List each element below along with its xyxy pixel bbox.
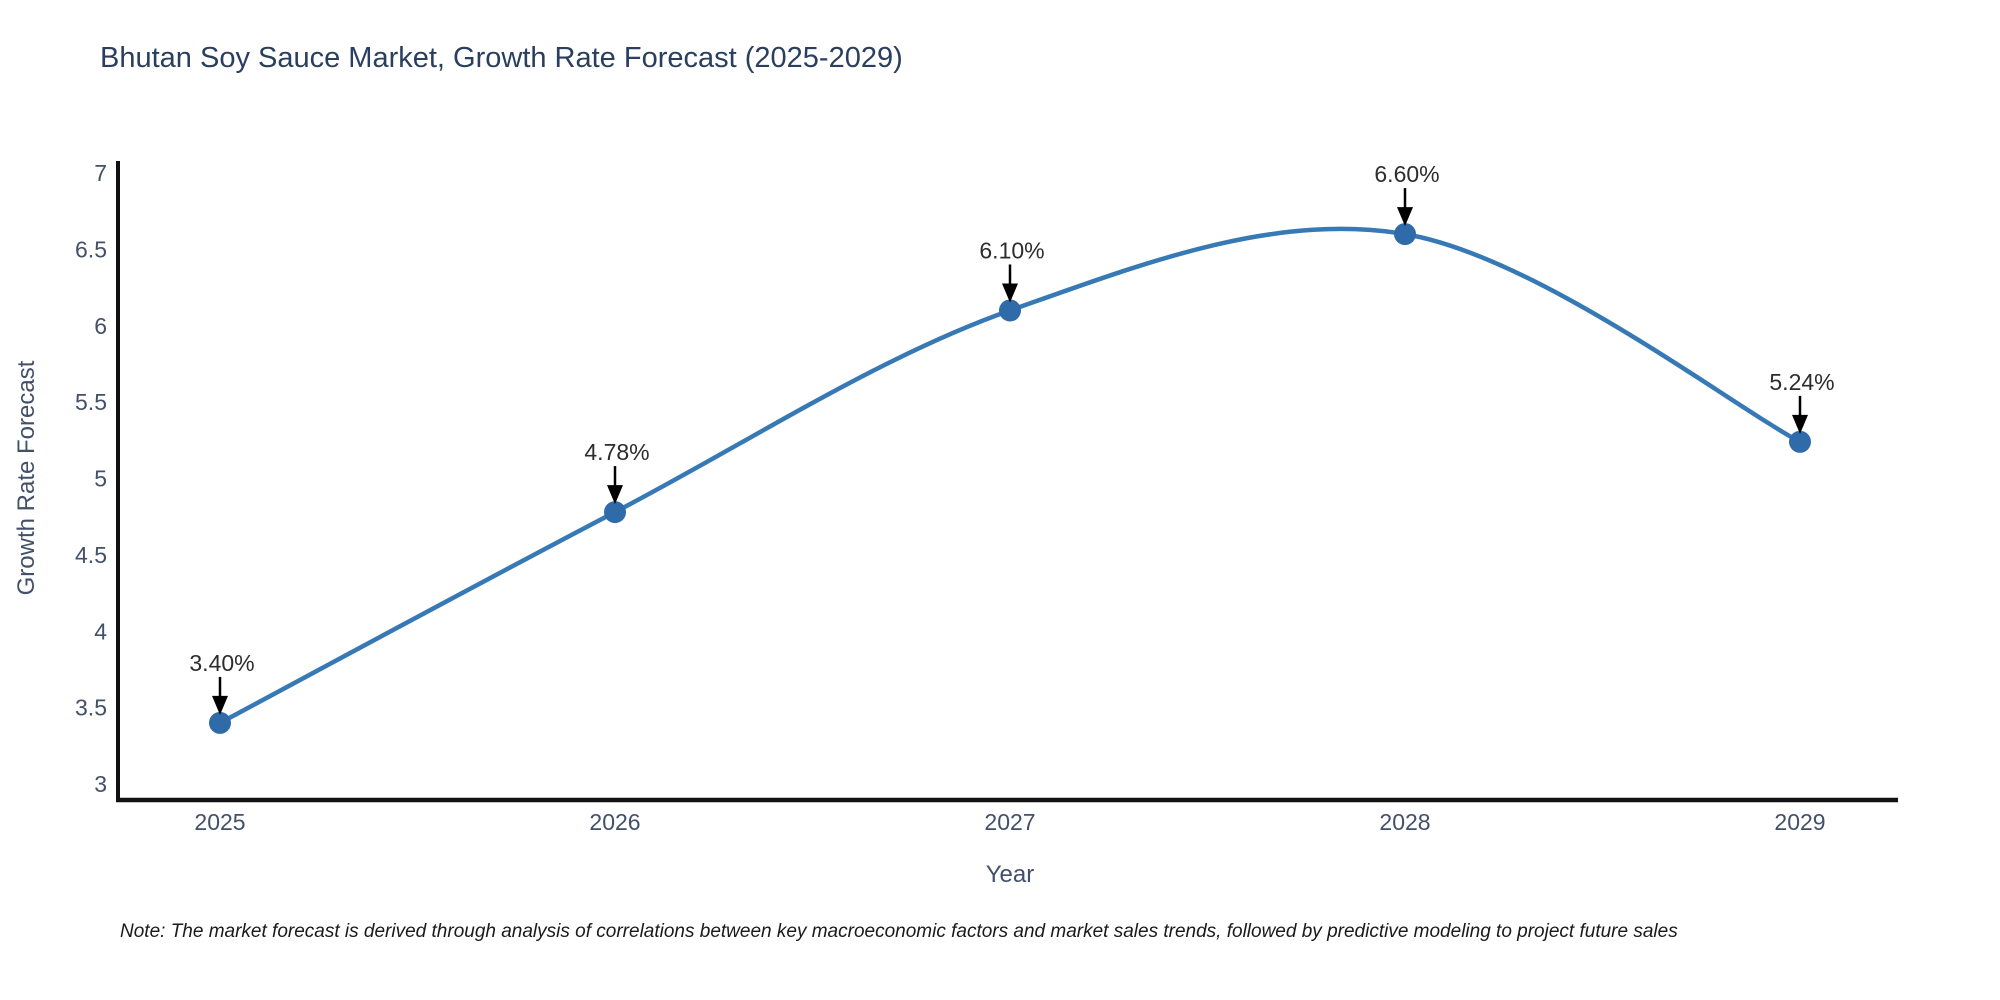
x-tick-label: 2026 [589,809,640,835]
point-value-label: 4.78% [584,439,649,465]
y-tick-label: 7 [94,160,107,186]
annotation-arrow-head [1397,207,1413,227]
annotation-arrow-head [1792,414,1808,434]
y-tick-label: 4.5 [75,542,107,568]
data-point-marker [604,501,626,524]
point-value-label: 3.40% [189,650,254,676]
y-tick-label: 5.5 [75,389,107,415]
chart-title: Bhutan Soy Sauce Market, Growth Rate For… [100,42,903,74]
point-value-label: 5.24% [1769,369,1834,395]
point-value-label: 6.60% [1374,161,1439,187]
y-tick-label: 6 [94,313,107,339]
x-tick-label: 2029 [1774,809,1825,835]
point-value-label: 6.10% [979,237,1044,263]
x-tick-label: 2027 [984,809,1035,835]
y-tick-label: 3.5 [75,695,107,721]
data-point-marker [999,299,1021,322]
x-axis-title: Year [985,861,1035,888]
data-point-marker [1789,430,1811,453]
y-tick-label: 3 [94,771,107,797]
data-point-marker [1394,223,1416,246]
y-tick-label: 5 [94,466,107,492]
x-tick-label: 2028 [1379,809,1430,835]
annotation-arrow-head [212,695,228,715]
x-tick-label: 2025 [194,809,245,835]
footnote-text: Note: The market forecast is derived thr… [120,921,1678,942]
y-tick-label: 6.5 [75,236,107,262]
y-tick-label: 4 [94,618,107,644]
data-point-marker [209,711,231,734]
annotation-arrow-head [607,485,623,505]
annotation-arrow-head [1002,283,1018,303]
